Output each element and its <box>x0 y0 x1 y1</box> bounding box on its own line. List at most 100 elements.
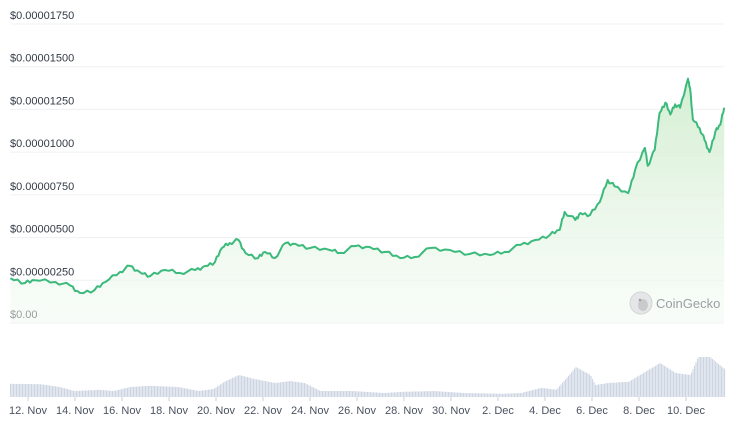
volume-bar <box>521 392 523 397</box>
volume-bar <box>23 383 25 397</box>
volume-bar <box>493 393 495 397</box>
volume-bar <box>481 393 483 397</box>
volume-bar <box>55 386 57 397</box>
volume-bar <box>304 382 306 397</box>
volume-bar <box>364 391 366 397</box>
volume-bar <box>545 388 547 397</box>
volume-bar <box>595 384 597 397</box>
volume-bar <box>502 393 504 397</box>
volume-bar <box>668 368 670 397</box>
volume-bar <box>146 385 148 397</box>
volume-bar <box>181 387 183 397</box>
volume-bar <box>526 391 528 397</box>
volume-bar <box>697 358 699 397</box>
volume-bar <box>137 386 139 397</box>
volume-bar <box>605 383 607 397</box>
volume-bar <box>116 390 118 397</box>
volume-bar <box>661 363 663 397</box>
volume-bar <box>634 378 636 397</box>
volume-bar <box>253 378 255 397</box>
volume-bar <box>620 382 622 397</box>
volume-bar <box>547 388 549 397</box>
volume-bar <box>157 386 159 397</box>
volume-bar <box>478 393 480 397</box>
volume-bar <box>134 386 136 397</box>
volume-bar <box>656 364 658 397</box>
volume-bar <box>592 379 594 397</box>
volume-bar <box>550 389 552 397</box>
volume-bar <box>95 389 97 397</box>
volume-bar <box>623 382 625 397</box>
volume-bar <box>527 391 529 397</box>
volume-bar <box>418 391 420 397</box>
volume-bar <box>449 392 451 397</box>
x-tick-label: 2. Dec <box>482 405 514 417</box>
volume-bar <box>577 367 579 397</box>
volume-bar <box>433 391 435 397</box>
y-tick-label: $0.00001000 <box>10 138 74 150</box>
volume-bar <box>259 379 261 397</box>
volume-bar <box>529 390 531 397</box>
volume-bar <box>11 383 13 397</box>
volume-bar <box>287 381 289 397</box>
volume-bar <box>647 370 649 397</box>
volume-bar <box>509 393 511 397</box>
volume-bar <box>679 373 681 397</box>
volume-bar <box>424 391 426 397</box>
volume-bar <box>86 390 88 397</box>
volume-bar <box>617 382 619 397</box>
volume-bar <box>358 391 360 397</box>
volume-bar <box>415 391 417 397</box>
volume-bar <box>245 376 247 397</box>
volume-bar <box>62 387 64 397</box>
volume-bar <box>383 392 385 397</box>
volume-bar <box>446 391 448 397</box>
volume-bar <box>470 393 472 397</box>
volume-bar <box>359 391 361 397</box>
volume-bar <box>347 391 349 397</box>
volume-bar <box>65 388 67 397</box>
volume-bar <box>232 378 234 397</box>
volume-bar <box>710 357 712 397</box>
volume-bar <box>608 382 610 397</box>
volume-bar <box>515 393 517 397</box>
volume-bar <box>653 366 655 397</box>
volume-bar <box>475 393 477 397</box>
volume-bar <box>220 384 222 397</box>
volume-bar <box>284 381 286 397</box>
volume-bars <box>10 357 726 397</box>
volume-bar <box>406 391 408 397</box>
volume-bar <box>616 382 618 397</box>
volume-bar <box>704 357 706 397</box>
volume-bar <box>706 357 708 397</box>
volume-bar <box>323 391 325 397</box>
volume-bar <box>32 384 34 397</box>
volume-bar <box>410 391 412 397</box>
volume-bar <box>317 389 319 397</box>
volume-bar <box>578 368 580 397</box>
volume-bar <box>118 389 120 397</box>
volume-bar <box>301 382 303 397</box>
volume-bar <box>14 383 16 397</box>
volume-bar <box>197 390 199 397</box>
volume-bar <box>436 391 438 397</box>
volume-bar <box>299 382 301 397</box>
volume-bar <box>614 382 616 397</box>
volume-bar <box>574 368 576 397</box>
volume-bar <box>644 372 646 397</box>
volume-bar <box>35 384 37 397</box>
volume-bar <box>707 357 709 397</box>
volume-bar <box>199 390 201 397</box>
volume-bar <box>148 385 150 397</box>
volume-bar <box>230 378 232 397</box>
volume-bar <box>461 392 463 397</box>
volume-bar <box>52 385 54 397</box>
volume-bar <box>191 389 193 397</box>
volume-bar <box>563 381 565 397</box>
volume-bar <box>590 375 592 397</box>
volume-bar <box>175 386 177 397</box>
volume-bar <box>305 383 307 397</box>
volume-bar <box>674 372 676 397</box>
volume-bar <box>718 363 720 397</box>
volume-bar <box>691 372 693 397</box>
